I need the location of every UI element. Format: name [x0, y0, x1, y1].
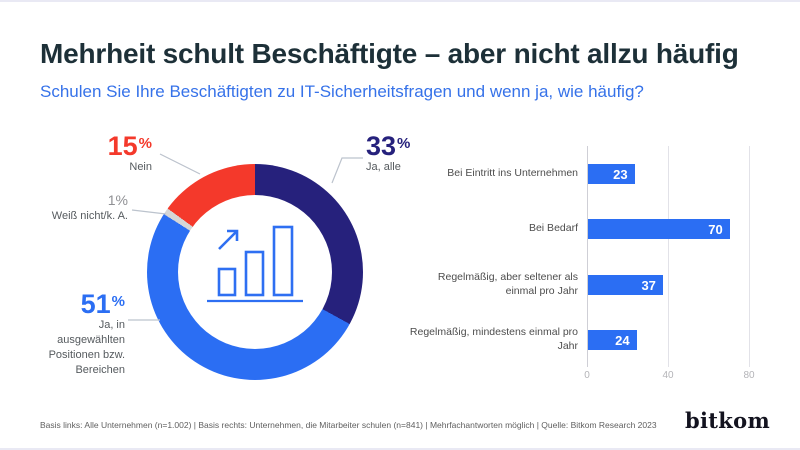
- gridline-40: [668, 146, 669, 367]
- growth-chart-icon: [207, 225, 303, 303]
- bar-row-label: Regelmäßig, aber seltener als einmal pro…: [437, 271, 578, 297]
- bar-bei-bedarf: 70: [588, 219, 730, 239]
- bar-row-label: Regelmäßig, mindestens einmal pro Jahr: [409, 326, 578, 352]
- donut-value-ja-alle: 33: [366, 131, 397, 161]
- bar-regelmaessig-seltener: 37: [588, 275, 663, 295]
- donut-caption-ja-alle: Ja, alle: [366, 161, 401, 173]
- donut-label-ja-alle: 33% Ja, alle: [366, 133, 410, 175]
- donut-caption-weiss-nicht: Weiß nicht/k. A.: [51, 209, 128, 222]
- donut-value-ja-ausgewaehlte: 51: [80, 289, 111, 319]
- bar-value: 70: [708, 221, 723, 237]
- gridline-0: [587, 146, 588, 367]
- donut-caption-ja-ausgewaehlte: Ja, in ausgewählten Positionen bzw. Bere…: [48, 319, 125, 376]
- percent-sign: %: [138, 135, 152, 152]
- footer-note: Basis links: Alle Unternehmen (n=1.002) …: [40, 420, 657, 430]
- percent-sign: %: [111, 293, 125, 310]
- donut-label-ja-ausgewaehlte: 51% Ja, in ausgewählten Positionen bzw. …: [49, 291, 125, 377]
- donut-hole: [178, 195, 332, 349]
- percent-sign: %: [397, 135, 411, 152]
- bar-regelmaessig-mindestens: 24: [588, 330, 637, 350]
- donut-label-nein: 15% Nein: [108, 133, 152, 175]
- axis-tick-80: 80: [743, 370, 755, 381]
- bar-value: 23: [613, 166, 628, 182]
- bar-value: 37: [641, 277, 656, 293]
- axis-tick-0: 0: [584, 370, 590, 381]
- donut-value-nein: 15: [107, 131, 138, 161]
- bar-value: 24: [615, 332, 630, 348]
- bar-bei-eintritt: 23: [588, 164, 635, 184]
- axis-tick-40: 40: [662, 370, 674, 381]
- donut-caption-nein: Nein: [129, 161, 152, 173]
- page-title: Mehrheit schult Beschäftigte – aber nich…: [40, 38, 739, 69]
- gridline-80: [749, 146, 750, 367]
- bitkom-logo: bitkom: [685, 408, 770, 433]
- donut-value-weiss-nicht: 1: [107, 192, 116, 208]
- donut-chart: [147, 164, 363, 380]
- bar-row-label: Bei Bedarf: [528, 222, 578, 235]
- donut-label-weiss-nicht: 1% Weiß nicht/k. A.: [52, 192, 128, 224]
- bar-row-label: Bei Eintritt ins Unternehmen: [447, 167, 578, 180]
- page-subtitle: Schulen Sie Ihre Beschäftigten zu IT-Sic…: [40, 82, 644, 101]
- percent-sign: %: [115, 192, 128, 208]
